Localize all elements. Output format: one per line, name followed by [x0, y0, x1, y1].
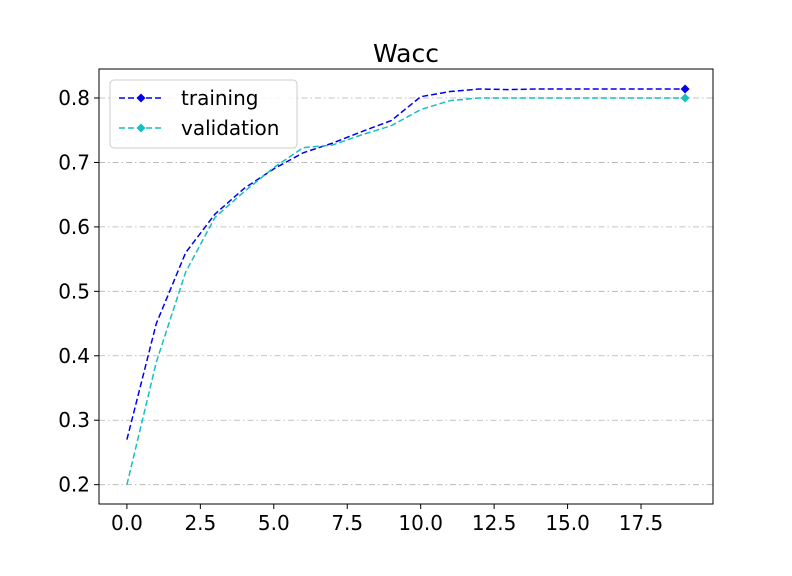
x-tick-label: 12.5 [472, 511, 517, 535]
x-tick-label: 10.0 [398, 511, 443, 535]
legend-entries: training validation [119, 86, 279, 140]
x-tick-label: 17.5 [619, 511, 664, 535]
x-tick-label: 5.0 [258, 511, 290, 535]
grid-lines [99, 97, 713, 486]
x-tick-label: 7.5 [331, 511, 363, 535]
series-validation [126, 93, 690, 485]
y-tick-label: 0.5 [58, 279, 90, 303]
plot-series [126, 84, 690, 485]
legend-entry: training [119, 86, 258, 110]
x-axis: 0.0 2.5 5.0 7.5 10.0 12.5 15.0 17.5 [111, 504, 663, 535]
series-end-marker [680, 93, 690, 103]
y-tick-label: 0.2 [58, 473, 90, 497]
y-tick-label: 0.7 [58, 150, 90, 174]
legend-entry: validation [119, 116, 279, 140]
legend-marker [136, 93, 146, 103]
y-tick-label: 0.4 [58, 344, 90, 368]
x-tick-label: 15.0 [545, 511, 590, 535]
legend-label: training [181, 86, 258, 110]
series-end-marker [680, 84, 690, 94]
y-tick-label: 0.6 [58, 215, 90, 239]
legend-label: validation [181, 116, 279, 140]
legend-marker [136, 123, 146, 133]
y-tick-label: 0.3 [58, 408, 90, 432]
series-training [126, 84, 690, 440]
x-tick-label: 2.5 [184, 511, 216, 535]
plot-frame [98, 68, 714, 505]
series-line [126, 97, 686, 485]
legend: training validation [109, 79, 298, 149]
chart-title: Wacc [373, 39, 439, 68]
x-tick-label: 0.0 [111, 511, 143, 535]
legend-box [109, 79, 298, 149]
y-axis: 0.2 0.3 0.4 0.5 0.6 0.7 0.8 [58, 86, 99, 497]
y-tick-label: 0.8 [58, 86, 90, 110]
